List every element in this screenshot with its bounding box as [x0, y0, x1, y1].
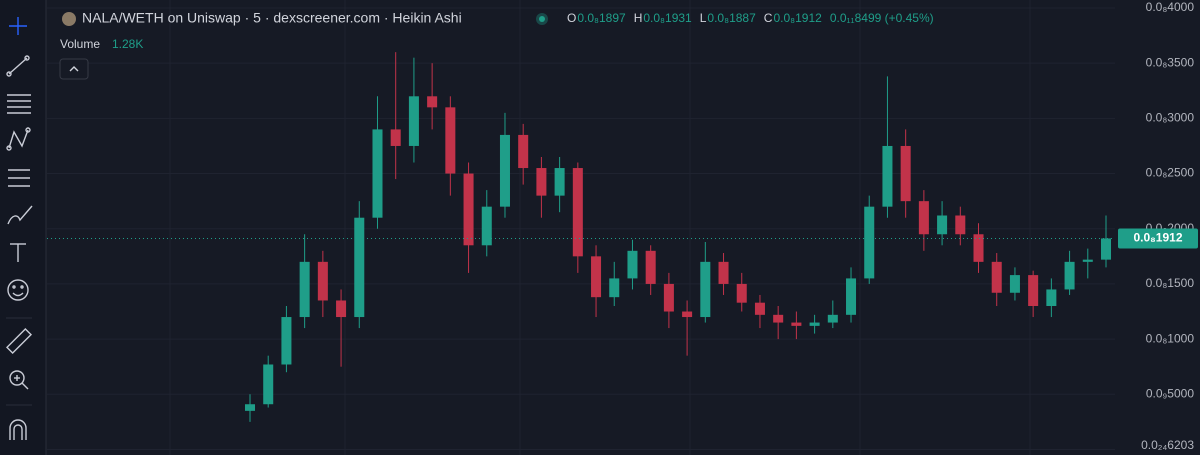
candle-body: [736, 283, 747, 303]
candle-body: [864, 206, 875, 279]
symbol-title: NALA/WETH on Uniswap · 5 · dexscreener.c…: [82, 10, 462, 26]
text-tool[interactable]: [10, 243, 26, 262]
ohlc-value: 0.0₈1887: [707, 11, 756, 25]
candle-body: [754, 302, 765, 315]
candle-body: [427, 96, 438, 108]
candle-body: [281, 317, 292, 365]
collapse-icon: [69, 66, 79, 72]
candle-body: [445, 107, 456, 174]
candle-body: [1100, 238, 1112, 260]
ruler-tool[interactable]: [5, 327, 33, 355]
change-value: 0.0₁₁8499 (+0.45%): [830, 11, 934, 25]
plot-area: [47, 0, 1115, 455]
candle-body: [390, 129, 401, 146]
zoom-tool[interactable]: [9, 370, 29, 390]
candle-body: [481, 206, 492, 246]
ohlc-key: H: [634, 11, 643, 25]
y-tick-label: 0.0₈1500: [1146, 276, 1195, 290]
candle-body: [900, 145, 911, 202]
candle-body: [408, 96, 419, 146]
y-tick-label: 0.0₂₄6203: [1141, 438, 1194, 452]
candle-body: [773, 314, 784, 323]
y-tick-label: 0.0₉5000: [1146, 386, 1194, 400]
candle-body: [1046, 289, 1057, 306]
candle-body: [591, 256, 602, 298]
crosshair-tool[interactable]: [9, 17, 27, 35]
ohlc-value: 0.0₈1897: [577, 11, 626, 25]
candle-body: [536, 168, 547, 196]
ohlc-value: 0.0₈1931: [643, 11, 692, 25]
trendline-tool[interactable]: [6, 55, 30, 77]
candle-body: [700, 261, 711, 318]
candle-body: [263, 364, 274, 405]
candle-body: [682, 311, 693, 318]
candle-body: [846, 278, 857, 315]
token-icon: [62, 12, 76, 26]
brush-tool[interactable]: [7, 205, 33, 225]
candle-body: [1009, 275, 1020, 293]
magnet-tool[interactable]: [9, 419, 27, 440]
candle-body: [791, 322, 802, 326]
y-tick-label: 0.0₈3500: [1146, 55, 1195, 69]
ohlc-key: O: [567, 11, 576, 25]
volume-value: 1.28K: [112, 37, 143, 51]
candle-body: [463, 173, 474, 246]
y-tick-label: 0.0₈1000: [1146, 331, 1195, 345]
candle-body: [991, 261, 1002, 293]
candle-body: [955, 215, 966, 235]
status-dot: [539, 16, 545, 22]
candle-body: [718, 261, 729, 284]
candle-body: [244, 404, 256, 411]
last-price-tag: [1118, 228, 1198, 249]
y-tick-label: 0.0₈4000: [1146, 0, 1195, 14]
candle-body: [645, 250, 656, 284]
y-tick-label: 0.0₈3000: [1146, 111, 1195, 125]
toolbar-bg: [0, 0, 46, 455]
candle-body: [554, 168, 565, 196]
candle-body: [1082, 259, 1093, 262]
projection-tool[interactable]: [8, 169, 30, 187]
candle-body: [827, 314, 838, 323]
y-tick-label: 0.0₈2500: [1146, 166, 1195, 180]
candle-body: [372, 129, 383, 218]
pattern-tool[interactable]: [6, 127, 31, 151]
candle-body: [299, 261, 310, 318]
emoji-tool[interactable]: [7, 279, 29, 301]
candle-body: [336, 300, 347, 318]
candle-body: [518, 134, 529, 169]
ohlc-value: 0.0₈1912: [773, 11, 822, 25]
candle-body: [572, 168, 583, 257]
candle-body: [937, 215, 948, 235]
fib-tool[interactable]: [7, 94, 31, 114]
candle-body: [809, 322, 820, 326]
candle-body: [354, 217, 365, 318]
candle-body: [882, 145, 893, 207]
candle-body: [499, 134, 510, 207]
candle-body: [663, 283, 674, 312]
last-price-label: 0.0₈1912: [1134, 231, 1183, 245]
candle-body: [609, 278, 620, 298]
ohlc-legend: O 0.0₈1897 H 0.0₈1931 L 0.0₈1887 C 0.0₈1912 0.0₁…: [567, 11, 934, 25]
toolbar: [0, 0, 47, 455]
ohlc-key: L: [700, 11, 707, 25]
candle-body: [1064, 261, 1075, 290]
candle-body: [317, 261, 328, 301]
candle-body: [973, 234, 984, 262]
candle-body: [918, 201, 929, 235]
candle-body: [1028, 275, 1039, 306]
volume-label: Volume: [60, 37, 100, 51]
collapse-button[interactable]: [59, 58, 89, 80]
ohlc-key: C: [764, 11, 773, 25]
candle-body: [627, 250, 638, 279]
